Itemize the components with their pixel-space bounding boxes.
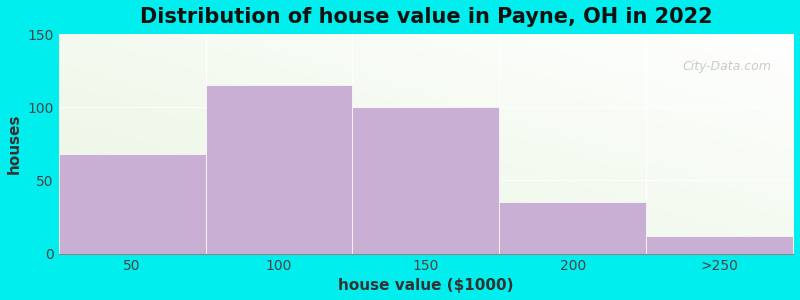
Title: Distribution of house value in Payne, OH in 2022: Distribution of house value in Payne, OH…: [139, 7, 712, 27]
Bar: [499, 202, 646, 253]
X-axis label: house value ($1000): house value ($1000): [338, 278, 514, 293]
Y-axis label: houses: houses: [7, 114, 22, 174]
Bar: [646, 236, 793, 254]
Bar: [206, 85, 353, 253]
Bar: [58, 154, 206, 254]
Text: City-Data.com: City-Data.com: [682, 60, 771, 74]
Bar: [353, 107, 499, 254]
